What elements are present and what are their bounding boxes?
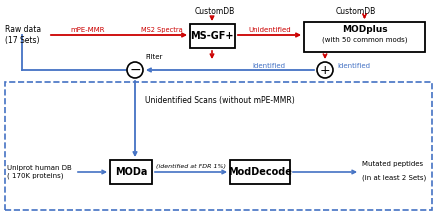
Text: (with 50 common mods): (with 50 common mods) [322,37,407,43]
FancyBboxPatch shape [304,22,425,52]
Text: MODa: MODa [115,167,147,177]
Text: −: − [129,63,141,77]
Text: Identified: Identified [252,63,285,69]
Text: Raw data
(17 Sets): Raw data (17 Sets) [5,25,41,45]
Text: Unidentified Scans (without mPE-MMR): Unidentified Scans (without mPE-MMR) [145,95,295,105]
Text: MS2 Spectra: MS2 Spectra [141,27,183,33]
Text: MODplus: MODplus [342,24,387,33]
Text: +: + [320,63,330,76]
Text: ModDecode: ModDecode [228,167,292,177]
Text: CustomDB: CustomDB [195,7,235,16]
FancyBboxPatch shape [230,160,290,184]
Text: MS-GF+: MS-GF+ [190,31,234,41]
Text: Filter: Filter [145,54,163,60]
Text: Unidentified: Unidentified [248,27,291,33]
Text: Uniprot human DB
( 170K proteins): Uniprot human DB ( 170K proteins) [7,165,72,179]
FancyBboxPatch shape [5,82,432,210]
Text: Mutated peptides: Mutated peptides [362,161,423,167]
Text: Identified: Identified [337,63,370,69]
Text: CustomDB: CustomDB [336,7,376,16]
Text: (in at least 2 Sets): (in at least 2 Sets) [362,175,426,181]
FancyBboxPatch shape [110,160,152,184]
Text: (identified at FDR 1%): (identified at FDR 1%) [156,164,226,169]
Circle shape [127,62,143,78]
Text: mPE-MMR: mPE-MMR [71,27,105,33]
Circle shape [317,62,333,78]
FancyBboxPatch shape [190,24,235,48]
